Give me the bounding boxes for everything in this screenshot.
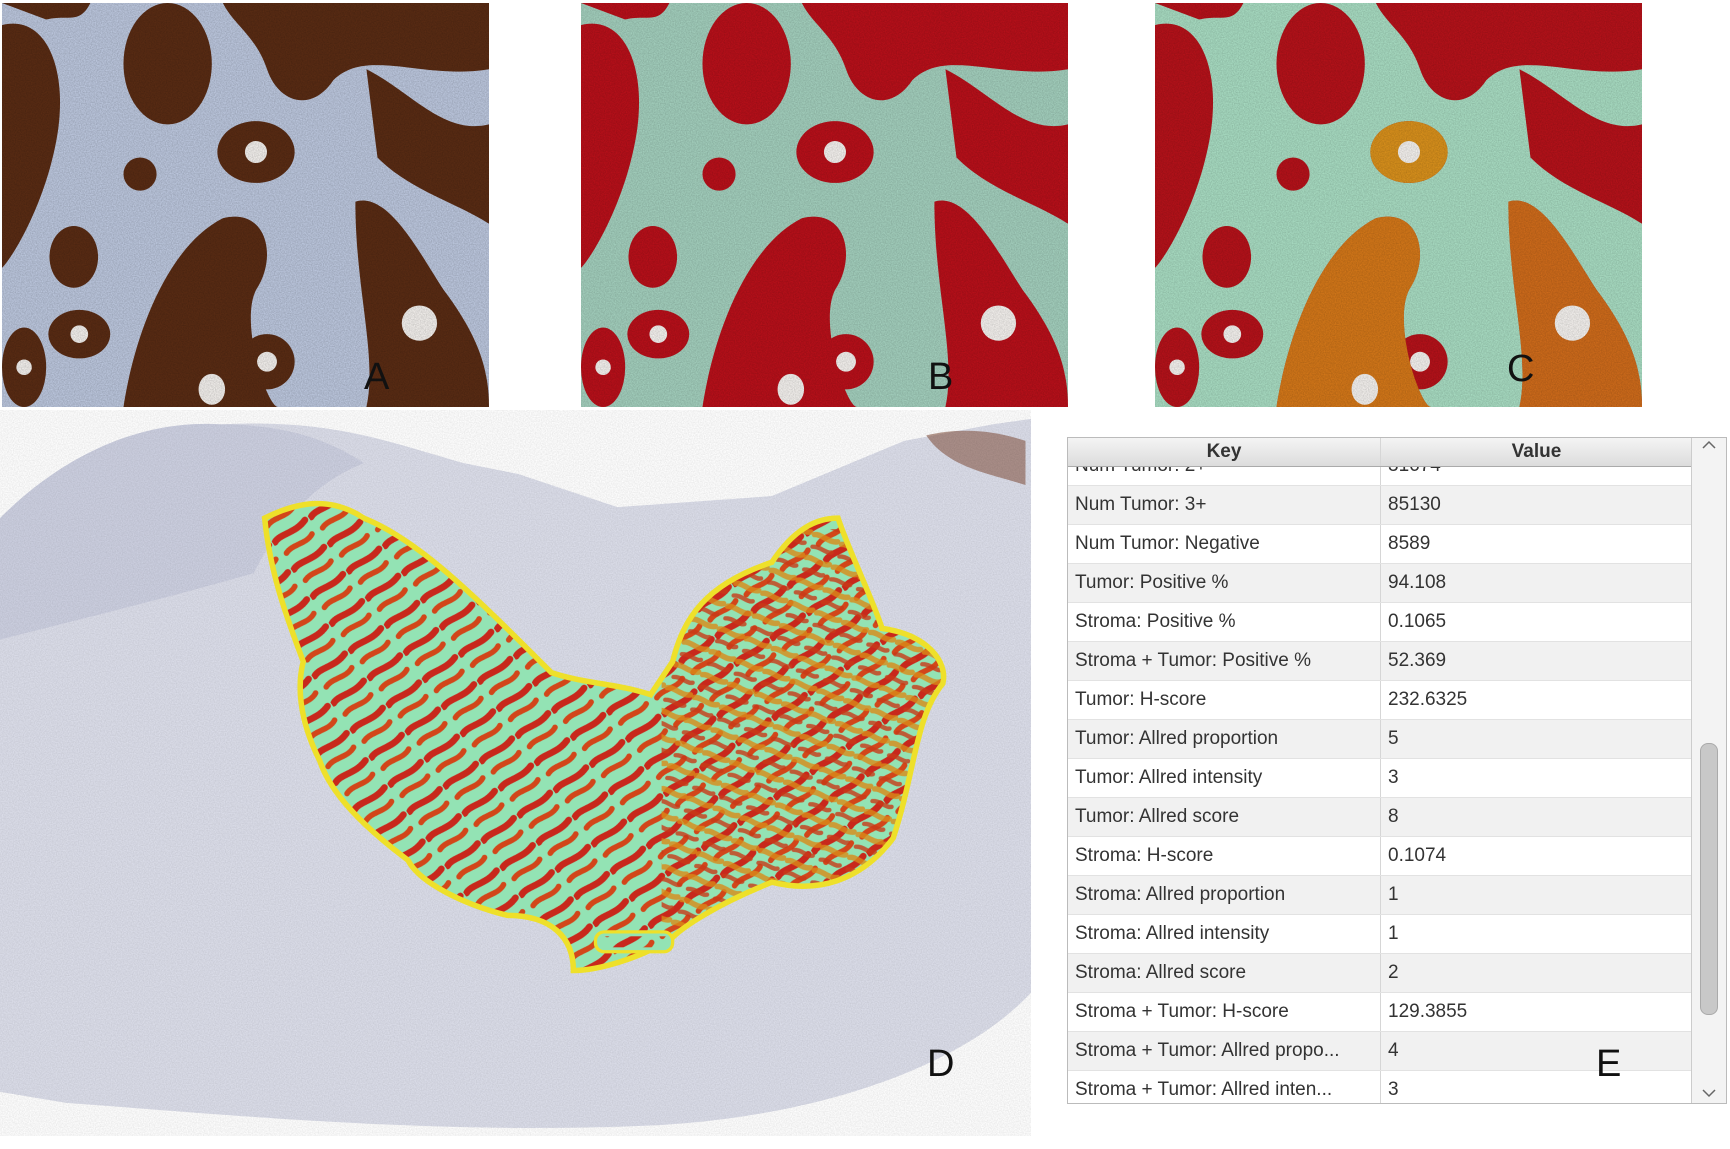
value-cell: 94.108 bbox=[1388, 572, 1447, 593]
key-cell: Tumor: Allred intensity bbox=[1068, 759, 1381, 797]
image-c bbox=[1155, 3, 1642, 407]
key-cell: Tumor: Positive % bbox=[1068, 564, 1381, 602]
panel-label: B bbox=[928, 356, 954, 398]
table-row[interactable]: Stroma + Tumor: H-score 129.3855 bbox=[1068, 993, 1692, 1032]
key-cell: Stroma: Allred proportion bbox=[1068, 876, 1381, 914]
value-cell: 4 bbox=[1388, 1040, 1399, 1061]
table-row[interactable]: Tumor: Allred proportion 5 bbox=[1068, 720, 1692, 759]
value-cell: 129.3855 bbox=[1388, 1001, 1468, 1022]
table-row[interactable]: Stroma + Tumor: Positive % 52.369 bbox=[1068, 642, 1692, 681]
table-row[interactable]: Tumor: Allred intensity 3 bbox=[1068, 759, 1692, 798]
key-cell: Tumor: H-score bbox=[1068, 681, 1381, 719]
key-cell: Stroma + Tumor: Positive % bbox=[1068, 642, 1381, 680]
table-row[interactable]: Tumor: Positive % 94.108 bbox=[1068, 564, 1692, 603]
key-cell: Stroma: Allred intensity bbox=[1068, 915, 1381, 953]
value-cell: 1 bbox=[1388, 923, 1399, 944]
image-d bbox=[0, 410, 1031, 1136]
key-cell: Num Tumor: 3+ bbox=[1068, 486, 1381, 524]
key-cell: Num Tumor: 2+ bbox=[1068, 467, 1381, 485]
image-a bbox=[2, 3, 489, 407]
panel-label: C bbox=[1507, 348, 1535, 390]
value-cell: 8 bbox=[1388, 806, 1399, 827]
table-row[interactable]: Tumor: H-score 232.6325 bbox=[1068, 681, 1692, 720]
table-row[interactable]: Num Tumor: 3+ 85130 bbox=[1068, 486, 1692, 525]
results-table: Key Value Num Tumor: 2+31674Num Tumor: 3… bbox=[1067, 437, 1727, 1104]
key-cell: Stroma + Tumor: Allred propo... bbox=[1068, 1032, 1381, 1070]
table-body: Num Tumor: 2+31674Num Tumor: 3+85130Num … bbox=[1068, 467, 1692, 1103]
table-row[interactable]: Stroma: Allred intensity 1 bbox=[1068, 915, 1692, 954]
table-row[interactable]: Stroma: Allred score 2 bbox=[1068, 954, 1692, 993]
key-cell: Stroma: Positive % bbox=[1068, 603, 1381, 641]
value-cell: 1 bbox=[1388, 884, 1399, 905]
table-row[interactable]: Stroma: Positive % 0.1065 bbox=[1068, 603, 1692, 642]
value-cell: 0.1065 bbox=[1388, 611, 1447, 632]
value-cell: 2 bbox=[1388, 962, 1399, 983]
value-cell: 8589 bbox=[1388, 533, 1431, 554]
key-cell: Tumor: Allred proportion bbox=[1068, 720, 1381, 758]
scroll-arrows bbox=[1702, 440, 1716, 1098]
table-row[interactable]: Stroma + Tumor: Allred inten... 3 bbox=[1068, 1071, 1692, 1103]
header-value: Value bbox=[1511, 441, 1562, 462]
scroll-thumb[interactable] bbox=[1700, 743, 1718, 1015]
image-b bbox=[581, 3, 1068, 407]
value-cell: 3 bbox=[1388, 1079, 1399, 1100]
key-cell: Num Tumor: Negative bbox=[1068, 525, 1381, 563]
key-cell: Stroma: H-score bbox=[1068, 837, 1381, 875]
value-cell: 5 bbox=[1388, 728, 1399, 749]
panel-label: A bbox=[364, 356, 390, 398]
table-header: Key Value bbox=[1068, 438, 1692, 467]
value-cell: 0.1074 bbox=[1388, 845, 1447, 866]
value-cell: 31674 bbox=[1381, 467, 1692, 485]
panel-label: E bbox=[1596, 1043, 1622, 1085]
value-cell: 85130 bbox=[1388, 494, 1441, 515]
table-row[interactable]: Stroma + Tumor: Allred propo... 4 bbox=[1068, 1032, 1692, 1071]
table-row[interactable]: Num Tumor: Negative 8589 bbox=[1068, 525, 1692, 564]
scrollbar[interactable] bbox=[1691, 438, 1726, 1103]
value-cell: 232.6325 bbox=[1388, 689, 1468, 710]
table-rows: Num Tumor: 2+31674Num Tumor: 3+85130Num … bbox=[1068, 467, 1692, 1103]
table-row[interactable]: Stroma: H-score 0.1074 bbox=[1068, 837, 1692, 876]
key-cell: Stroma + Tumor: Allred inten... bbox=[1068, 1071, 1381, 1103]
table-row[interactable]: Stroma: Allred proportion 1 bbox=[1068, 876, 1692, 915]
key-cell: Stroma: Allred score bbox=[1068, 954, 1381, 992]
table-row[interactable]: Num Tumor: 2+31674 bbox=[1068, 467, 1692, 486]
key-cell: Tumor: Allred score bbox=[1068, 798, 1381, 836]
key-cell: Stroma + Tumor: H-score bbox=[1068, 993, 1381, 1031]
value-cell: 52.369 bbox=[1388, 650, 1447, 671]
table-row[interactable]: Tumor: Allred score 8 bbox=[1068, 798, 1692, 837]
header-key: Key bbox=[1068, 438, 1381, 466]
panel-label: D bbox=[927, 1043, 955, 1085]
value-cell: 3 bbox=[1388, 767, 1399, 788]
